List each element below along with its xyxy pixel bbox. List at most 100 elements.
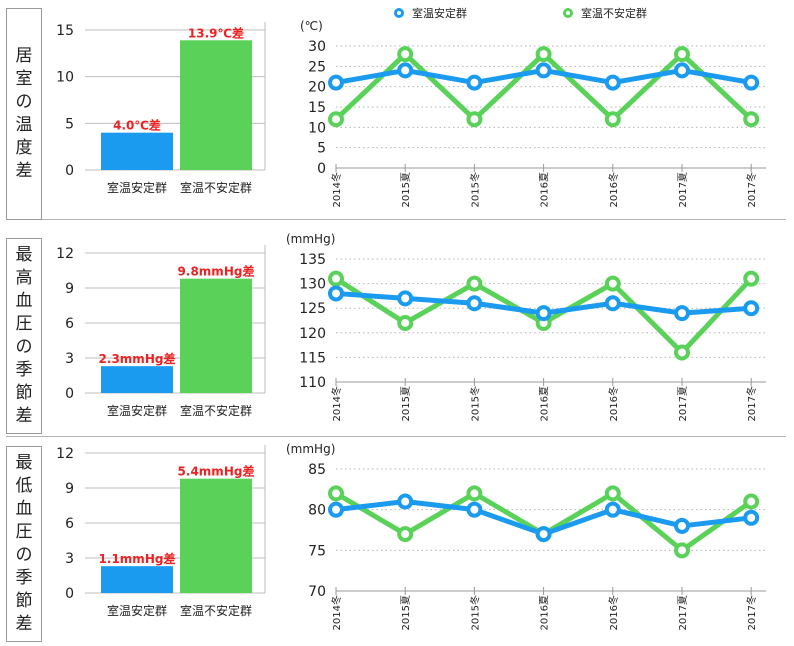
line-x-tick-label: 2017夏 — [677, 172, 689, 207]
bar-y-tick-label: 9 — [65, 281, 74, 297]
row-label-char: 居 — [15, 46, 33, 66]
line-x-tick-label: 2016冬 — [607, 386, 620, 421]
bar-y-tick-label: 0 — [65, 163, 74, 179]
row-label-text: 最高血圧の季節差 — [7, 244, 41, 428]
line-x-tick-label: 2016冬 — [607, 172, 620, 207]
line-y-tick-label: 115 — [299, 350, 326, 366]
bar-value-label: 4.0℃差 — [113, 118, 161, 133]
row-label-char: 血 — [15, 499, 33, 519]
series-point-stable — [397, 290, 414, 307]
legend-text: 室温安定群 — [412, 7, 467, 20]
bar-y-tick-label: 5 — [65, 116, 74, 132]
bar-category-label: 室温安定群 — [107, 603, 167, 618]
series-point-unstable — [397, 314, 414, 331]
row-label-room-temperature: 居室の温度差 — [6, 8, 42, 220]
row-label-char: の — [15, 337, 33, 357]
series-point-unstable — [328, 485, 344, 502]
line-x-tick-label: 2016冬 — [607, 595, 620, 630]
row-label-char: 季 — [15, 360, 33, 380]
line-unit-label: (℃) — [300, 19, 323, 33]
series-point-unstable — [328, 111, 344, 128]
series-point-stable — [674, 517, 690, 534]
line-x-tick-label: 2015夏 — [400, 172, 412, 207]
series-point-unstable — [466, 485, 483, 502]
series-point-unstable — [397, 526, 414, 543]
series-point-stable — [674, 62, 690, 79]
row-label-char: 最 — [15, 245, 33, 265]
row-label-text: 居室の温度差 — [7, 45, 41, 183]
line-y-tick-label: 135 — [299, 252, 326, 268]
series-point-stable — [397, 493, 414, 510]
line-x-tick-label: 2015夏 — [400, 386, 412, 421]
series-point-stable — [535, 62, 552, 79]
line-y-tick-label: 110 — [299, 375, 326, 391]
line-unit-label: (mmHg) — [286, 442, 335, 456]
series-point-stable — [743, 300, 760, 317]
line-y-tick-label: 30 — [308, 39, 326, 55]
line-y-tick-label: 80 — [308, 503, 326, 519]
row-label-char: の — [15, 92, 33, 112]
line-y-tick-label: 25 — [308, 59, 326, 75]
series-point-stable — [743, 74, 760, 91]
legend-marker-unstable-icon — [563, 8, 573, 18]
line-y-tick-label: 20 — [308, 80, 326, 96]
bar-y-tick-label: 12 — [56, 246, 74, 262]
bar-value-label: 1.1mmHg差 — [99, 551, 176, 566]
series-point-unstable — [674, 542, 690, 559]
line-x-tick-label: 2014冬 — [330, 595, 343, 630]
row-label-char: 度 — [15, 138, 33, 158]
line-x-tick-label: 2016夏 — [539, 595, 551, 630]
row-label-char: 節 — [15, 383, 33, 403]
line-x-tick-label: 2015冬 — [468, 172, 481, 207]
series-point-stable — [604, 295, 621, 312]
bar-unstable — [180, 278, 252, 393]
row-label-systolic: 最高血圧の季節差 — [6, 238, 42, 434]
bar-stable — [101, 366, 173, 393]
line-x-tick-label: 2017冬 — [745, 386, 758, 421]
bar-y-tick-label: 15 — [56, 23, 74, 39]
row-label-char: 最 — [15, 453, 33, 473]
bar-y-tick-label: 0 — [65, 386, 74, 402]
bar-stable — [101, 132, 173, 170]
line-y-tick-label: 120 — [299, 326, 326, 342]
row-label-char: 高 — [15, 268, 33, 288]
bar-y-tick-label: 0 — [65, 586, 74, 602]
bar-stable — [101, 566, 173, 593]
line-x-tick-label: 2015冬 — [468, 386, 481, 421]
line-y-tick-label: 85 — [308, 462, 326, 478]
series-point-unstable — [328, 270, 344, 287]
line-y-tick-label: 10 — [308, 120, 326, 136]
row-label-char: 低 — [15, 476, 33, 496]
row-label-char: の — [15, 545, 33, 565]
legend-text: 室温不安定群 — [581, 7, 647, 20]
series-point-unstable — [674, 344, 690, 361]
series-point-unstable — [604, 275, 621, 292]
bar-value-label: 9.8mmHg差 — [178, 264, 255, 279]
line-x-tick-label: 2017冬 — [745, 595, 758, 630]
line-x-tick-label: 2016夏 — [539, 386, 551, 421]
bar-category-label: 室温不安定群 — [180, 603, 252, 618]
line-y-tick-label: 70 — [308, 584, 326, 600]
series-point-unstable — [604, 111, 621, 128]
series-point-unstable — [674, 46, 690, 63]
line-x-tick-label: 2017夏 — [677, 595, 689, 630]
bar-y-tick-label: 12 — [56, 446, 74, 462]
line-y-tick-label: 5 — [317, 141, 326, 157]
series-point-unstable — [466, 275, 483, 292]
legend-marker-stable-icon — [394, 8, 404, 18]
series-point-stable — [397, 62, 414, 79]
row-label-char: 差 — [15, 406, 33, 426]
bar-y-tick-label: 10 — [56, 70, 74, 86]
legend-stable: 室温安定群 — [394, 5, 467, 21]
series-point-stable — [466, 501, 483, 518]
row-divider-2 — [6, 436, 786, 437]
series-point-unstable — [743, 493, 760, 510]
bar-unstable — [180, 40, 252, 171]
series-point-stable — [328, 74, 344, 91]
line-x-tick-label: 2014冬 — [330, 386, 343, 421]
bar-category-label: 室温安定群 — [107, 403, 167, 418]
series-point-unstable — [397, 46, 414, 63]
row-divider-1 — [6, 219, 786, 220]
row-label-char: 差 — [15, 614, 33, 634]
